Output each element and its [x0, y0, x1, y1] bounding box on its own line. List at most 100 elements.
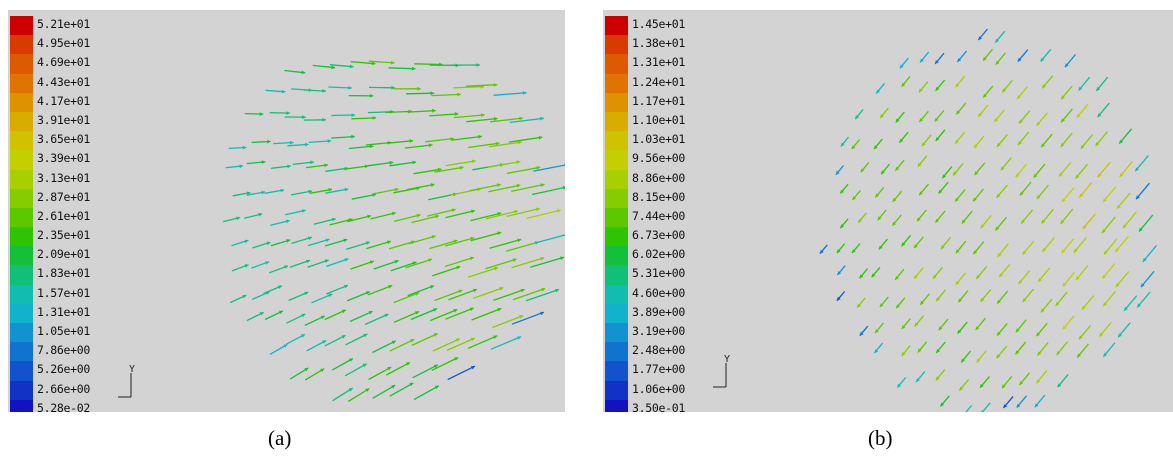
vector-arrowhead — [387, 240, 391, 245]
vector-arrowhead — [1115, 248, 1119, 252]
velocity-vector — [485, 258, 517, 270]
vector-arrowhead — [955, 249, 960, 254]
colorbar-tick-label: 8.15e+00 — [632, 189, 685, 204]
vector-arrowhead — [1036, 121, 1041, 126]
colorbar-tick-label: 2.66e+00 — [37, 381, 90, 396]
velocity-vector — [431, 265, 461, 277]
colorbar-level: 2.48e+00 — [605, 342, 709, 362]
vector-plot-b: 1.45e+01 1.38e+01 1.31e+01 1.24e+01 1.17e+01… — [603, 10, 1173, 412]
velocity-vector — [473, 286, 504, 299]
vector-arrowhead — [897, 383, 901, 388]
vector-arrowhead — [434, 385, 439, 390]
vector-arrowhead — [412, 261, 417, 265]
vector-arrowhead — [938, 189, 943, 194]
velocity-vector — [390, 261, 417, 272]
colorbar-swatch — [605, 284, 628, 304]
colorbar-swatch — [605, 54, 628, 74]
velocity-vector — [490, 117, 523, 123]
vector-arrowhead — [835, 170, 840, 175]
colorbar-swatch — [605, 35, 628, 55]
velocity-vector — [468, 142, 500, 149]
vector-arrowhead — [497, 212, 502, 216]
velocity-vector — [466, 117, 498, 123]
vector-arrowhead — [392, 211, 396, 216]
vector-arrowhead — [935, 60, 939, 64]
vector-arrowhead — [999, 273, 1003, 278]
vector-arrowhead — [324, 259, 329, 263]
velocity-vector — [324, 309, 347, 321]
colorbar-level: 4.43e+01 — [10, 73, 114, 93]
vector-arrowhead — [540, 116, 544, 121]
vector-arrowhead — [1041, 219, 1046, 224]
velocity-vector — [509, 117, 544, 124]
vector-arrowhead — [976, 358, 981, 363]
velocity-vector — [467, 266, 499, 278]
velocity-vector — [292, 161, 315, 166]
velocity-vector — [432, 338, 461, 352]
colorbar-tick-label: 1.03e+01 — [632, 132, 685, 147]
velocity-vector — [393, 291, 420, 304]
colorbar-swatch — [605, 16, 628, 36]
colorbar-swatch — [605, 111, 628, 132]
vector-arrowhead — [1060, 219, 1065, 224]
vector-arrowhead — [324, 163, 328, 168]
colorbar-level: 4.69e+01 — [10, 54, 114, 74]
vector-arrowhead — [1033, 173, 1038, 178]
velocity-vector — [346, 241, 370, 250]
colorbar-tick-label: 3.91e+01 — [37, 112, 90, 127]
vector-arrowhead — [495, 141, 500, 146]
vector-arrowhead — [428, 258, 433, 262]
velocity-vector — [470, 231, 502, 242]
vector-arrowhead — [341, 335, 346, 339]
vector-arrowhead — [1062, 282, 1067, 287]
vector-arrowhead — [819, 249, 824, 254]
vector-arrowhead — [1019, 381, 1024, 385]
colorbar-tick-label: 2.61e+01 — [37, 208, 90, 223]
colorbar-swatch — [605, 246, 628, 266]
vector-arrowhead — [362, 363, 367, 368]
colorbar-tick-label: 3.13e+01 — [37, 170, 90, 185]
vector-plot-a: 5.21e+01 4.95e+01 4.69e+01 4.43e+01 4.17e+01… — [8, 10, 565, 412]
vector-arrowhead — [1135, 167, 1139, 172]
vector-arrowhead — [322, 89, 326, 93]
velocity-vector — [306, 339, 327, 352]
colorbar-level: 5.28e-02 — [10, 399, 114, 412]
vector-arrowhead — [840, 142, 845, 147]
axis-triad-icon-b: Y — [713, 355, 730, 388]
vector-arrowhead — [1124, 306, 1128, 311]
vector-arrowhead — [983, 93, 987, 98]
colorbar-tick-label: 3.50e-01 — [632, 400, 685, 412]
vector-arrowhead — [852, 196, 857, 200]
velocity-vector — [386, 140, 414, 144]
colorbar-level: 1.24e+01 — [605, 73, 709, 93]
colorbar-level: 1.10e+01 — [605, 111, 709, 132]
velocity-vector — [492, 314, 524, 329]
vector-arrowhead — [244, 239, 249, 244]
vector-arrowhead — [410, 339, 415, 343]
vector-arrowhead — [242, 294, 247, 299]
colorbar-tick-label: 8.86e+00 — [632, 170, 685, 185]
colorbar-tick-label: 1.31e+01 — [37, 304, 90, 319]
vector-arrowhead — [1075, 276, 1080, 280]
velocity-vector — [325, 188, 349, 194]
colorbar-level: 1.45e+01 — [605, 16, 709, 36]
velocity-vector — [290, 190, 313, 196]
velocity-vector — [307, 238, 330, 247]
vector-arrowhead — [409, 139, 414, 143]
vector-arrowhead — [955, 83, 960, 88]
vector-arrowhead — [914, 274, 918, 279]
colorbar-swatch — [605, 342, 628, 362]
vector-arrowhead — [348, 358, 353, 362]
velocity-vector — [429, 113, 459, 117]
vector-arrowhead — [1078, 86, 1083, 91]
vector-arrowhead — [953, 171, 957, 176]
vector-arrowhead — [305, 142, 309, 147]
vector-arrowhead — [320, 368, 325, 373]
velocity-vector — [488, 184, 521, 193]
velocity-vector — [470, 212, 502, 222]
colorbar-tick-label: 9.56e+00 — [632, 151, 685, 166]
velocity-vector — [405, 258, 433, 269]
velocity-vector — [367, 284, 393, 296]
vector-arrowhead — [1019, 119, 1023, 124]
colorbar-tick-label: 4.95e+01 — [37, 36, 90, 51]
